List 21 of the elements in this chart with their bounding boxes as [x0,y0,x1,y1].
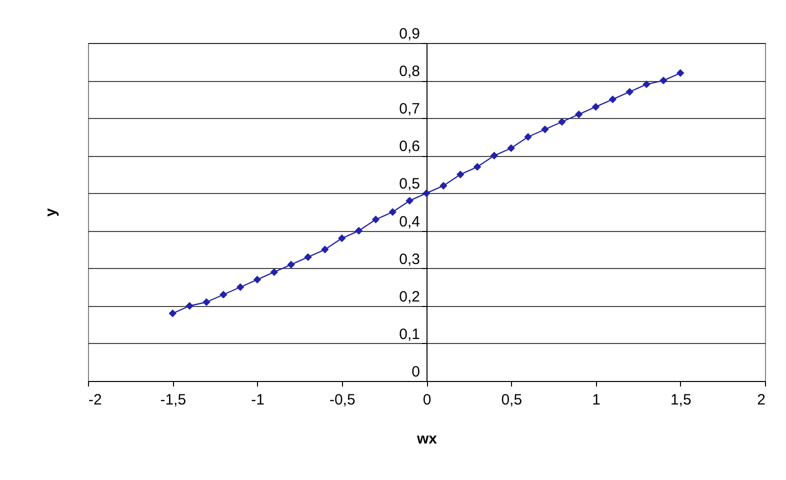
y-tick-label: 0,9 [399,26,420,42]
x-tick-label: -0,5 [329,392,356,408]
x-tick-label: -1,5 [160,392,186,408]
y-tick-label: 0,3 [399,250,420,268]
y-tick-label: 0,5 [399,176,420,193]
x-tick-label: 1 [592,392,600,408]
x-tick-label: -2 [88,392,102,408]
x-axis-title: wx [416,430,438,448]
x-tick-label: 0,5 [501,392,522,408]
y-tick-label: 0,4 [399,213,420,230]
y-tick-label: 0,7 [399,100,420,118]
x-tick-label: -1 [251,392,264,408]
y-tick-label: 0,8 [399,63,420,80]
y-tick-label: 0 [412,364,420,380]
y-tick-label: 0,2 [399,288,420,306]
x-tick-label: 1,5 [670,392,692,408]
y-tick-label: 0,1 [399,326,420,343]
x-tick-label: 0 [422,392,432,408]
y-tick-label: 0,6 [399,138,420,156]
y-axis-title: y [42,208,60,217]
x-tick-label: 2 [757,392,766,408]
